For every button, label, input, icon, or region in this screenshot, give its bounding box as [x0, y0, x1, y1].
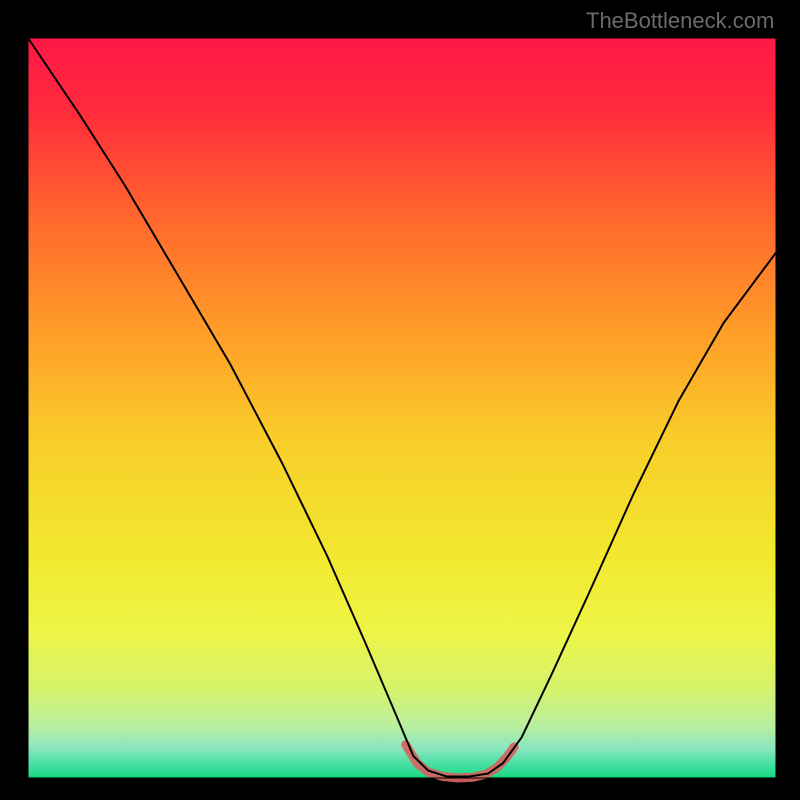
gradient-fill: [28, 38, 776, 778]
bottom-green-band: [28, 774, 776, 778]
chart-stage: TheBottleneck.com: [0, 0, 800, 800]
plot-svg: [0, 0, 800, 800]
watermark-text: TheBottleneck.com: [586, 8, 774, 34]
